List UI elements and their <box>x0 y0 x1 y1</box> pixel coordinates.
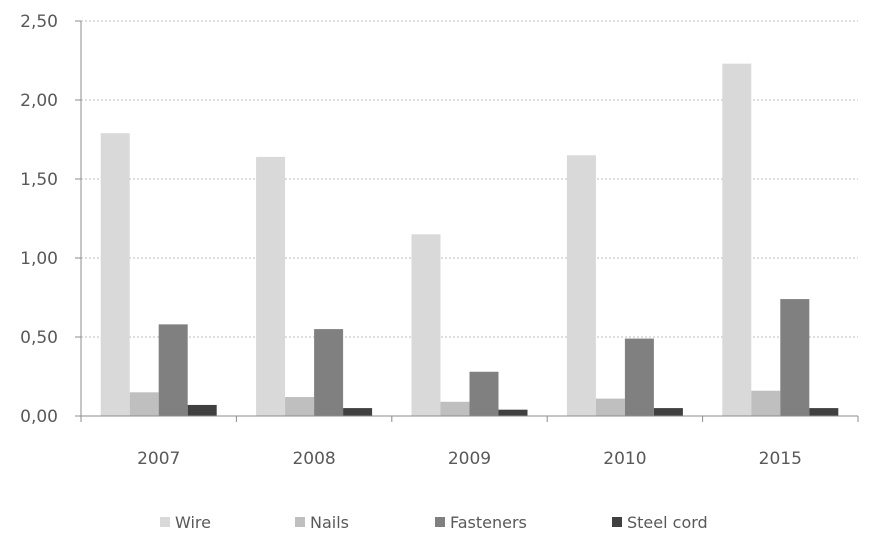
bar-fasteners <box>780 299 810 416</box>
y-tick-label: 2,00 <box>20 91 58 111</box>
bar-steel-cord <box>653 408 683 416</box>
bar-fasteners <box>314 329 344 416</box>
bar-nails <box>440 401 470 416</box>
x-tick-label: 2010 <box>603 449 646 469</box>
bar-fasteners <box>469 371 499 416</box>
legend-swatch <box>295 517 305 527</box>
bar-steel-cord <box>343 408 373 416</box>
legend-label: Fasteners <box>450 513 527 532</box>
y-tick-label: 0,00 <box>20 407 58 427</box>
y-axis-tick-labels: 0,00 0,50 1,00 1,50 2,00 2,50 <box>20 12 58 427</box>
gridlines <box>81 20 858 338</box>
legend-swatch <box>612 517 622 527</box>
legend-label: Nails <box>310 513 349 532</box>
bar-wire <box>722 63 752 416</box>
bar-nails <box>751 390 781 416</box>
legend-label: Wire <box>175 513 211 532</box>
bars <box>100 63 839 417</box>
y-tick-label: 2,50 <box>20 12 58 32</box>
legend-label: Steel cord <box>627 513 708 532</box>
x-tick-label: 2007 <box>137 449 180 469</box>
x-tick-label: 2009 <box>448 449 491 469</box>
bar-nails <box>129 392 159 416</box>
bar-steel-cord <box>809 408 839 416</box>
bar-wire <box>566 155 596 417</box>
legend-swatch <box>435 517 445 527</box>
bar-nails <box>595 398 625 416</box>
bar-steel-cord <box>498 409 528 416</box>
bar-wire <box>100 133 130 416</box>
x-tick-label: 2015 <box>759 449 802 469</box>
legend-swatch <box>160 517 170 527</box>
bar-wire <box>256 156 286 416</box>
bar-wire <box>411 234 441 416</box>
y-tick-label: 1,00 <box>20 249 58 269</box>
x-axis-tick-labels: 2007 2008 2009 2010 2015 <box>137 449 802 469</box>
y-tick-label: 0,50 <box>20 328 58 348</box>
x-tick-label: 2008 <box>292 449 335 469</box>
y-tick-label: 1,50 <box>20 170 58 190</box>
axes <box>75 20 859 422</box>
legend: Wire Nails Fasteners Steel cord <box>160 513 708 532</box>
bar-nails <box>285 397 315 416</box>
bar-fasteners <box>158 324 188 416</box>
bar-fasteners <box>624 338 654 416</box>
bar-steel-cord <box>187 404 217 416</box>
